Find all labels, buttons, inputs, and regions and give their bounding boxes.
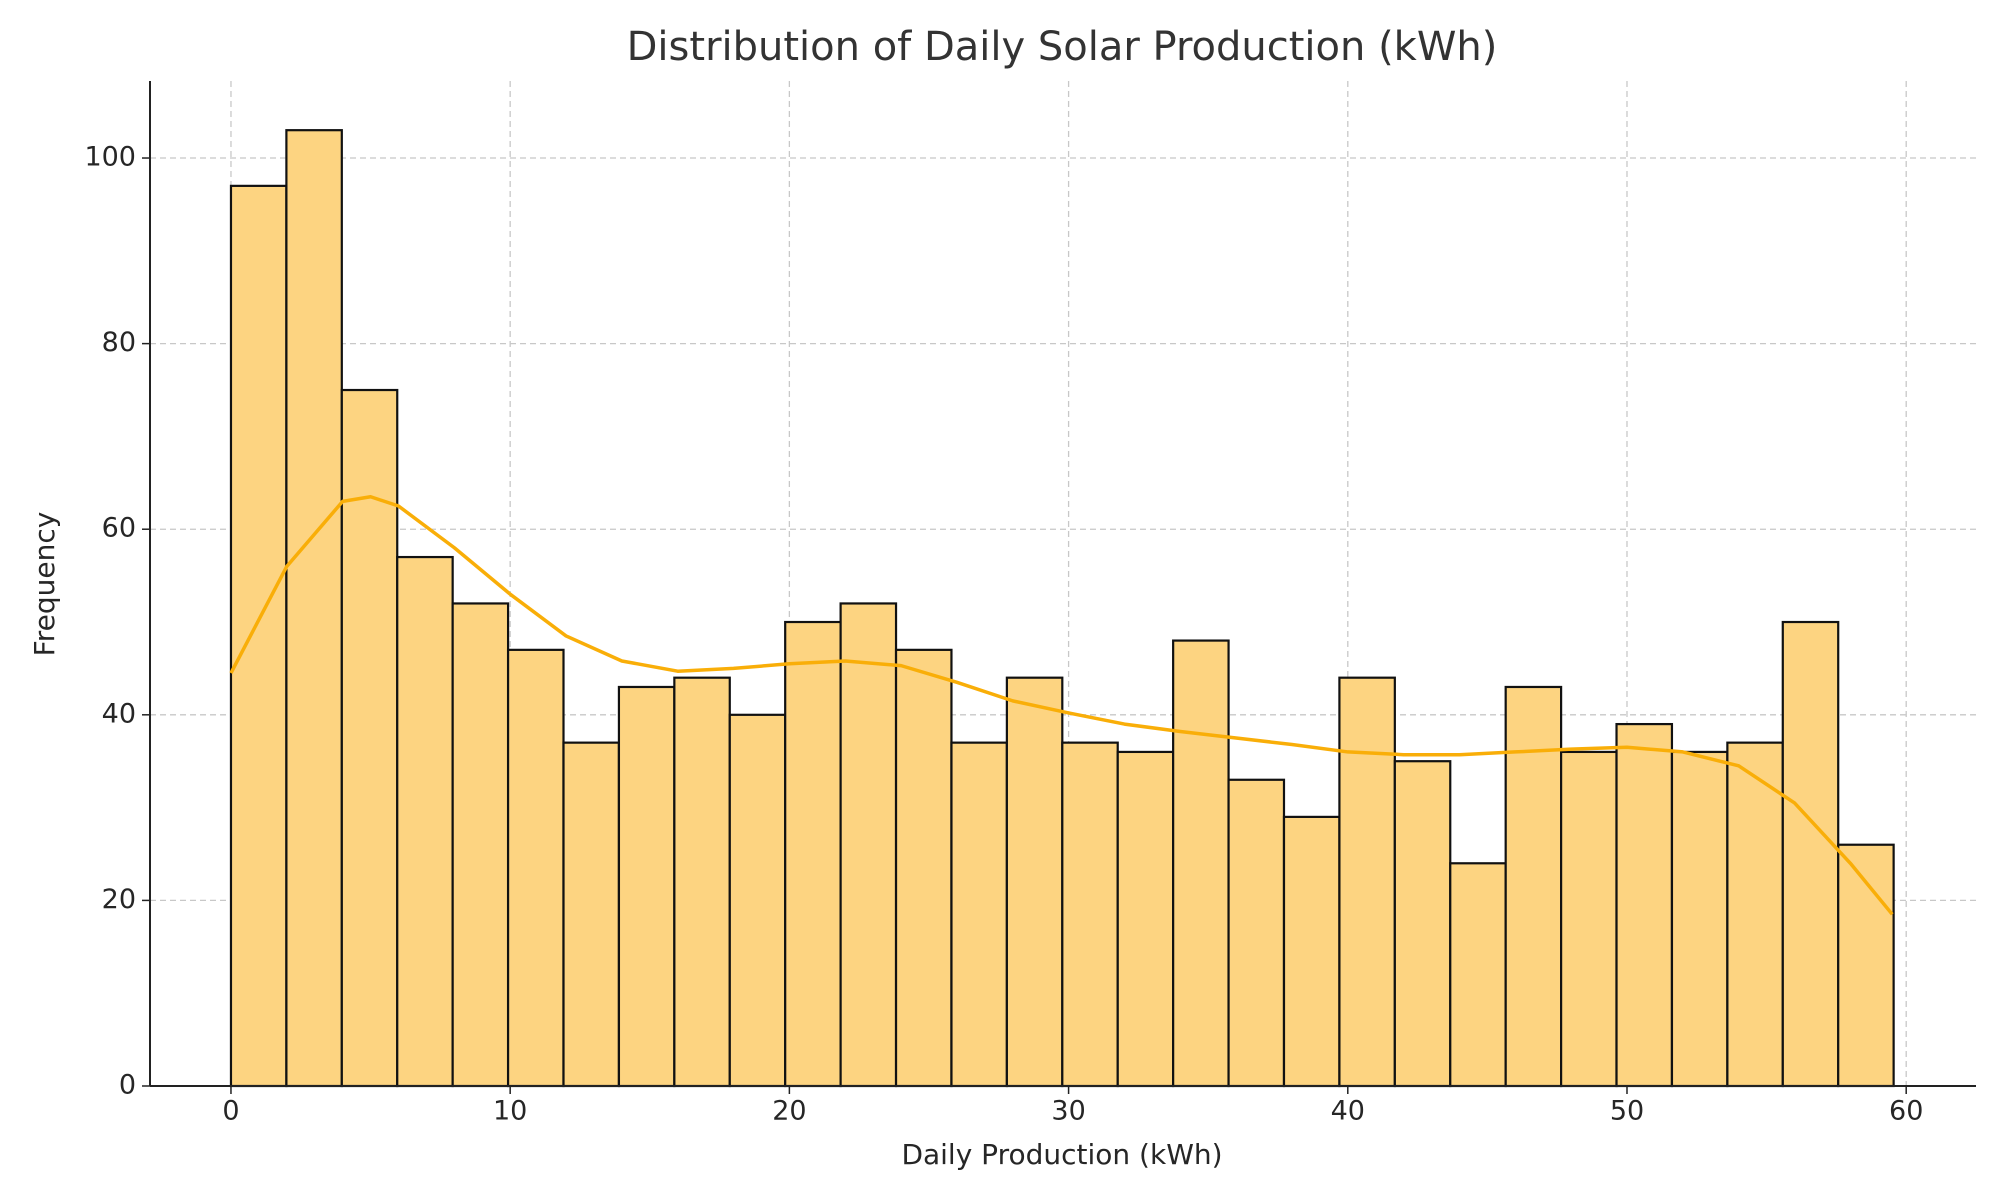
bar: [784, 620, 842, 1088]
bar: [340, 388, 399, 1088]
bar: [1837, 843, 1895, 1088]
y-tick-label: 0: [119, 1070, 136, 1101]
bar: [894, 648, 953, 1088]
y-tick-label: 40: [102, 698, 136, 729]
bar: [1282, 815, 1341, 1088]
y-tick-label: 60: [102, 513, 136, 544]
bar: [1338, 676, 1396, 1088]
bar: [1172, 639, 1230, 1088]
x-tick-label: 0: [222, 1096, 239, 1127]
bar: [673, 676, 731, 1088]
bar: [562, 741, 621, 1088]
bar: [1116, 750, 1175, 1088]
bar: [839, 602, 898, 1088]
x-tick-label: 40: [1331, 1096, 1365, 1127]
bar: [950, 741, 1008, 1088]
bar: [1560, 750, 1618, 1088]
bar: [728, 713, 787, 1088]
y-axis-label: Frequency: [28, 512, 61, 657]
bar: [1726, 741, 1784, 1088]
chart-title: Distribution of Daily Solar Production (…: [627, 24, 1498, 70]
y-tick-label: 20: [102, 884, 136, 915]
bar: [1781, 620, 1840, 1088]
bar: [617, 685, 676, 1088]
y-tick-label: 100: [84, 142, 136, 173]
bar: [451, 602, 510, 1088]
bar: [506, 648, 565, 1088]
x-tick-label: 60: [1889, 1096, 1923, 1127]
bar: [229, 184, 288, 1088]
x-axis-label: Daily Production (kWh): [901, 1138, 1222, 1171]
bar: [1227, 778, 1286, 1088]
bar: [1449, 862, 1507, 1088]
x-tick-label: 10: [493, 1096, 527, 1127]
y-tick-label: 80: [102, 327, 136, 358]
bar: [1504, 685, 1563, 1088]
bar: [1061, 741, 1119, 1088]
x-tick-label: 50: [1610, 1096, 1644, 1127]
x-tick-label: 30: [1051, 1096, 1085, 1127]
kde-line: [229, 494, 1894, 916]
bar: [396, 555, 454, 1088]
bar: [1005, 676, 1064, 1088]
bar: [1615, 722, 1674, 1088]
x-tick-label: 20: [772, 1096, 806, 1127]
bar: [1670, 750, 1729, 1088]
bar: [285, 129, 343, 1088]
bar: [1393, 760, 1452, 1088]
